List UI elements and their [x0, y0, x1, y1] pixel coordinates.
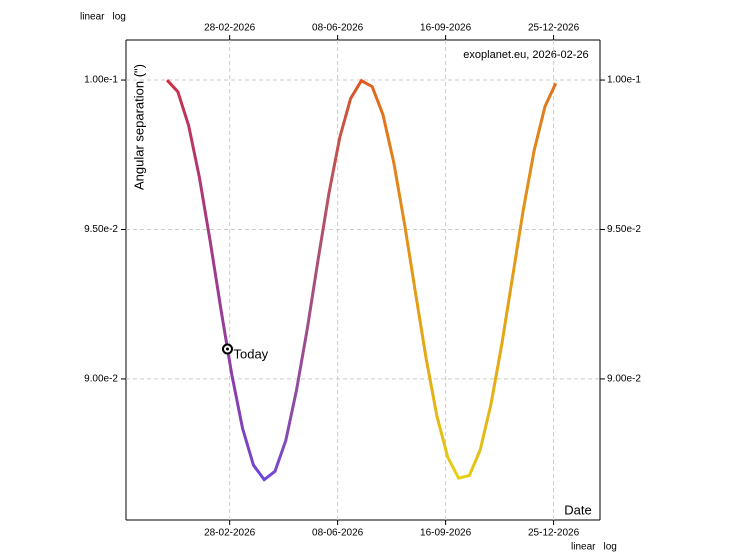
scale-toggle[interactable]: log: [112, 12, 125, 23]
annotation: exoplanet.eu, 2026-02-26: [463, 49, 588, 61]
y-tick-label: 1.00e-1: [607, 75, 641, 86]
y-tick-label: 1.00e-1: [84, 75, 118, 86]
x-axis-label: Date: [564, 502, 591, 517]
data-line: [165, 78, 558, 482]
scale-toggle[interactable]: log: [603, 542, 616, 553]
x-tick-label: 16-09-2026: [420, 23, 472, 34]
x-tick-label: 08-06-2026: [312, 23, 364, 34]
scale-toggle[interactable]: linear: [571, 542, 596, 553]
x-tick-label: 25-12-2026: [528, 528, 580, 539]
y-tick-label: 9.00e-2: [607, 374, 641, 385]
y-tick-label: 9.00e-2: [84, 374, 118, 385]
y-tick-label: 9.50e-2: [84, 224, 118, 235]
today-marker-dot: [225, 347, 229, 351]
y-tick-label: 9.50e-2: [607, 224, 641, 235]
scale-toggle[interactable]: linear: [80, 12, 105, 23]
x-tick-label: 08-06-2026: [312, 528, 364, 539]
x-tick-label: 16-09-2026: [420, 528, 472, 539]
y-axis-label: Angular separation ("): [131, 64, 146, 190]
x-tick-label: 28-02-2026: [204, 528, 256, 539]
x-tick-label: 28-02-2026: [204, 23, 256, 34]
x-tick-label: 25-12-2026: [528, 23, 580, 34]
today-label: Today: [233, 346, 268, 361]
